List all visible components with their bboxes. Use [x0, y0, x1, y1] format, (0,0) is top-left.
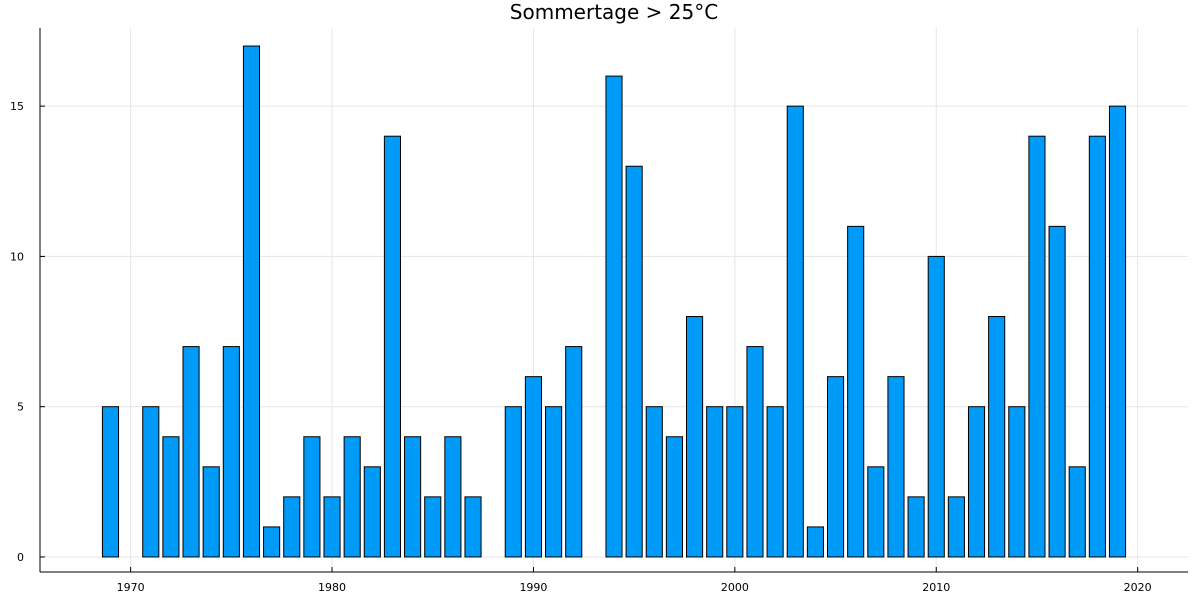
axes — [39, 28, 1188, 573]
tick-labels: 1970 1980 1990 2000 2010 2020 0 5 10 15 — [10, 100, 1152, 594]
bar-1976 — [242, 45, 261, 558]
bar-2013 — [988, 316, 1006, 558]
bar-2014 — [1008, 406, 1026, 558]
bar-1980 — [323, 496, 341, 558]
bar-1981 — [343, 436, 361, 558]
bar-2005 — [826, 376, 845, 558]
bar-1996 — [645, 406, 663, 558]
x-tick-label: 2000 — [721, 581, 749, 594]
bar-2015 — [1028, 135, 1046, 558]
y-tick-label: 15 — [10, 100, 24, 113]
bar-1985 — [424, 496, 442, 558]
bar-1974 — [202, 466, 220, 558]
bar-2003 — [786, 105, 804, 558]
bar-2000 — [726, 406, 744, 558]
bar-1977 — [263, 526, 281, 558]
bar-2012 — [967, 406, 986, 558]
y-tick-label: 10 — [10, 250, 24, 263]
bar-2017 — [1068, 466, 1086, 558]
x-tick-label: 1980 — [318, 581, 346, 594]
bar-2008 — [887, 376, 905, 558]
bar-1994 — [605, 75, 623, 558]
bar-1982 — [363, 466, 381, 558]
y-tick-label: 5 — [17, 401, 24, 414]
bar-1972 — [162, 436, 180, 558]
x-tick-label: 1970 — [117, 581, 145, 594]
bar-1984 — [404, 436, 422, 558]
bar-1987 — [464, 496, 482, 558]
bar-1971 — [142, 406, 160, 558]
bar-2007 — [867, 466, 885, 558]
bar-2010 — [927, 255, 945, 558]
bar-2019 — [1108, 105, 1127, 558]
bar-1997 — [665, 436, 683, 558]
bar-2006 — [847, 225, 865, 558]
bar-1973 — [182, 346, 200, 558]
bar-1992 — [565, 346, 583, 558]
bar-1969 — [101, 406, 120, 558]
bar-1986 — [444, 436, 462, 558]
bar-2004 — [806, 526, 824, 558]
bar-1989 — [504, 406, 522, 558]
bar-2011 — [947, 496, 965, 558]
bar-2009 — [907, 496, 925, 558]
x-tick-label: 2020 — [1124, 581, 1152, 594]
bar-1995 — [625, 165, 643, 558]
bar-1998 — [686, 316, 704, 558]
bar-2016 — [1048, 225, 1066, 558]
bar-2018 — [1088, 135, 1106, 558]
bar-1990 — [524, 376, 542, 558]
y-tick-label: 0 — [17, 551, 24, 564]
bar-1975 — [222, 346, 240, 558]
chart-title: Sommertage > 25°C — [510, 0, 718, 24]
bar-1983 — [383, 135, 402, 558]
bar-2002 — [766, 406, 784, 558]
x-tick-label: 1990 — [519, 581, 547, 594]
bars — [101, 45, 1127, 558]
x-tick-label: 2010 — [922, 581, 950, 594]
bar-1991 — [545, 406, 563, 558]
bar-1979 — [303, 436, 321, 558]
bar-1999 — [706, 406, 724, 558]
bar-2001 — [746, 346, 764, 558]
bar-1978 — [283, 496, 301, 558]
